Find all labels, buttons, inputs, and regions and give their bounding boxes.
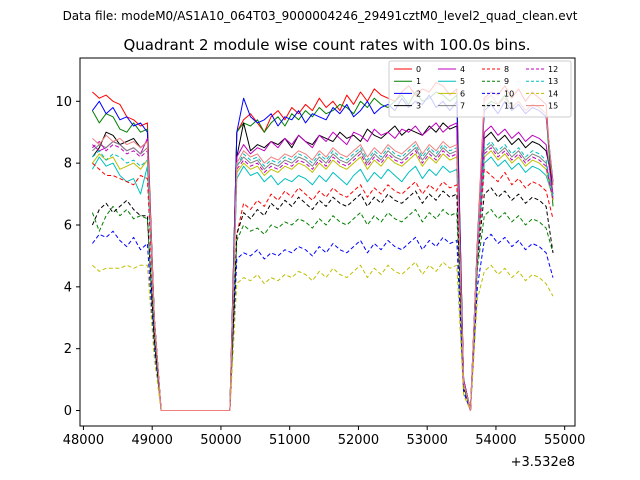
legend-label-7: 7 <box>460 102 465 111</box>
x-tick-label: 49000 <box>132 433 173 448</box>
legend-label-0: 0 <box>416 65 421 74</box>
legend-label-10: 10 <box>504 89 514 98</box>
legend-label-15: 15 <box>548 102 558 111</box>
series-layer <box>91 82 554 411</box>
y-tick-label: 2 <box>64 342 72 357</box>
legend-label-8: 8 <box>504 65 509 74</box>
series-line-14 <box>92 261 554 411</box>
legend-box <box>388 60 572 118</box>
y-tick-label: 6 <box>64 218 72 233</box>
series-line-10 <box>92 230 554 411</box>
plot-frame <box>79 57 576 427</box>
legend-label-11: 11 <box>504 102 514 111</box>
figure-suptitle: Data file: modeM0/AS1A10_064T03_90000042… <box>63 9 578 23</box>
legend-label-2: 2 <box>416 89 421 98</box>
y-axis-ticks: 0 2 4 6 8 10 <box>55 95 80 419</box>
legend-label-6: 6 <box>460 89 465 98</box>
y-tick-label: 4 <box>64 280 72 295</box>
x-tick-label: 53000 <box>407 433 448 448</box>
legend-label-12: 12 <box>548 65 558 74</box>
x-tick-label: 54000 <box>475 433 516 448</box>
y-tick-label: 10 <box>55 95 72 110</box>
legend-label-1: 1 <box>416 77 421 86</box>
y-tick-label: 8 <box>64 157 72 172</box>
x-tick-label: 48000 <box>63 433 104 448</box>
x-tick-label: 50000 <box>200 433 241 448</box>
legend-label-4: 4 <box>460 65 465 74</box>
x-axis-ticks: 48000 49000 50000 51000 52000 53000 54000 55000 <box>63 426 585 448</box>
x-tick-label: 52000 <box>338 433 379 448</box>
y-tick-label: 0 <box>64 404 72 419</box>
chart-title: Quadrant 2 module wise count rates with … <box>123 36 530 54</box>
legend-label-5: 5 <box>460 77 465 86</box>
x-tick-label: 51000 <box>269 433 310 448</box>
series-line-15 <box>92 94 554 411</box>
legend-label-3: 3 <box>416 102 421 111</box>
x-tick-label: 55000 <box>544 433 585 448</box>
legend-label-14: 14 <box>548 89 558 98</box>
legend-label-9: 9 <box>504 77 509 86</box>
legend-label-13: 13 <box>548 77 558 86</box>
x-axis-offset-label: +3.532e8 <box>511 455 575 470</box>
